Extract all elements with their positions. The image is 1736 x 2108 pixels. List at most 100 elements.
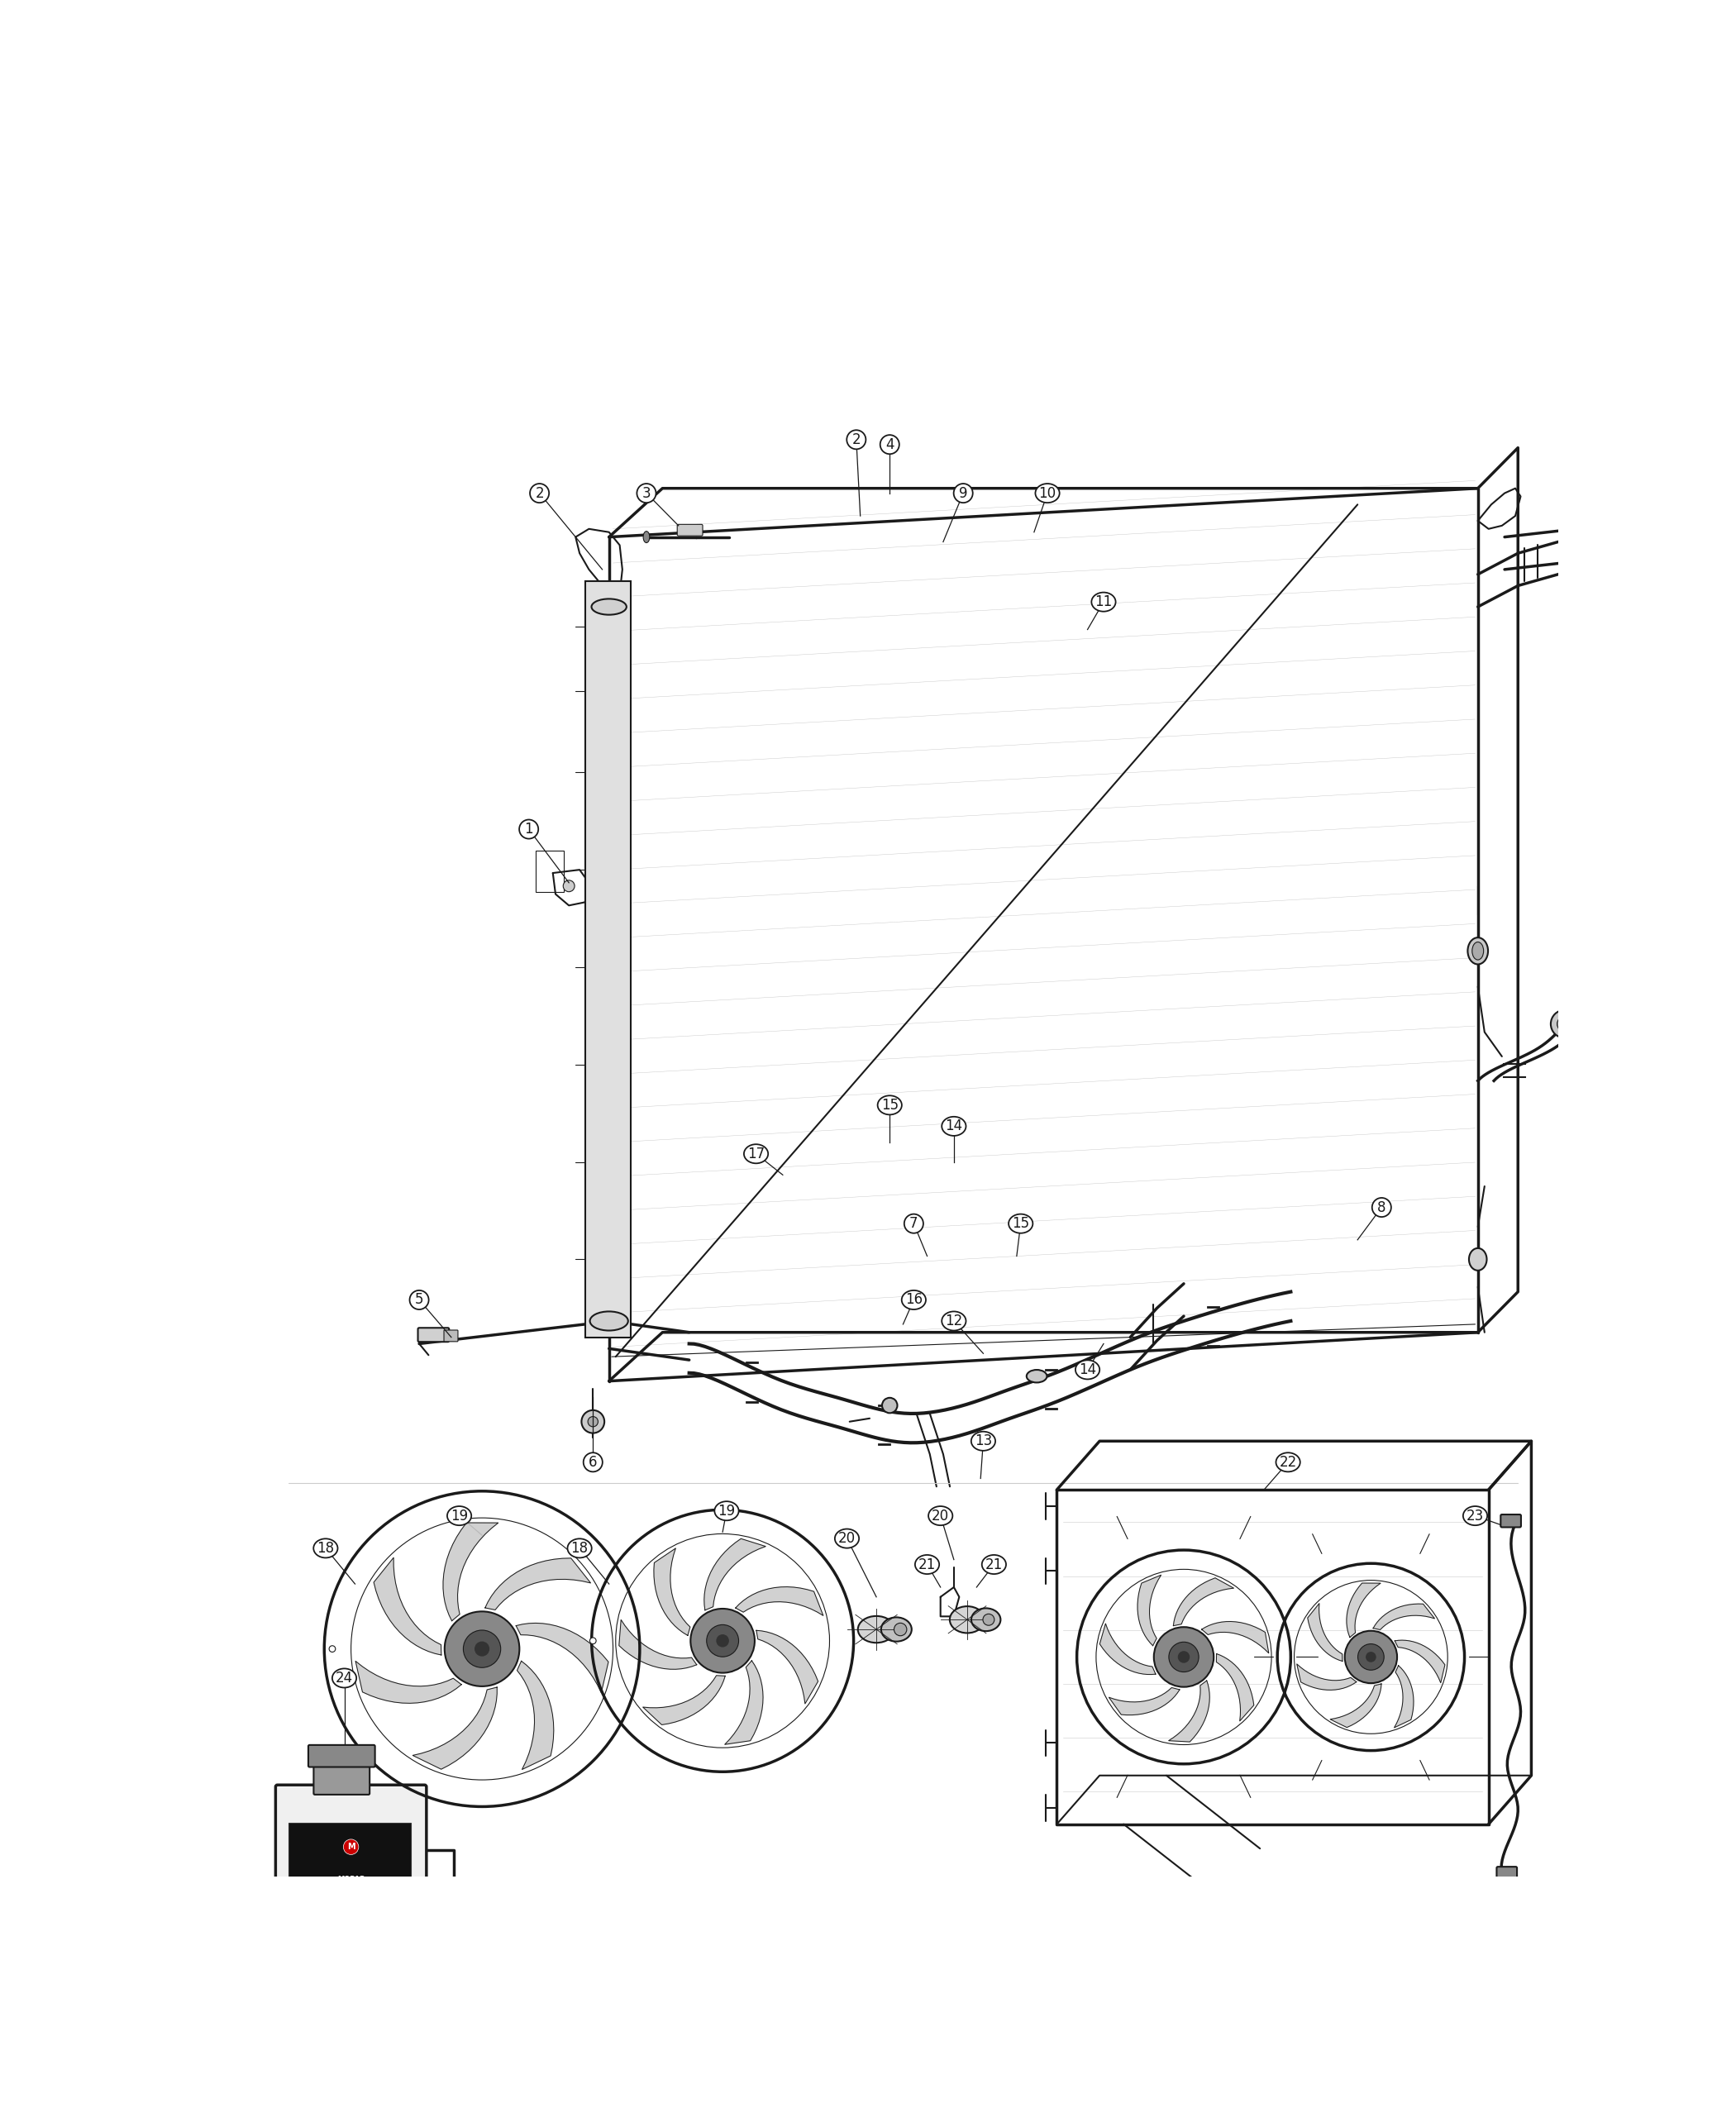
Ellipse shape bbox=[972, 1608, 1000, 1632]
FancyBboxPatch shape bbox=[418, 1328, 450, 1343]
Circle shape bbox=[1177, 1651, 1189, 1663]
Polygon shape bbox=[1297, 1663, 1356, 1691]
Text: 24: 24 bbox=[335, 1672, 352, 1686]
Ellipse shape bbox=[644, 531, 649, 542]
Polygon shape bbox=[356, 1661, 462, 1703]
Text: 10: 10 bbox=[1038, 485, 1055, 500]
Ellipse shape bbox=[410, 1290, 429, 1309]
Polygon shape bbox=[1109, 1689, 1180, 1716]
Circle shape bbox=[1557, 1016, 1573, 1031]
Polygon shape bbox=[484, 1558, 590, 1611]
Ellipse shape bbox=[983, 1556, 1007, 1575]
Polygon shape bbox=[413, 1686, 496, 1769]
Text: 16: 16 bbox=[904, 1292, 922, 1307]
Text: 14: 14 bbox=[1078, 1362, 1095, 1377]
Ellipse shape bbox=[941, 1311, 965, 1330]
FancyBboxPatch shape bbox=[677, 525, 703, 535]
Text: 14: 14 bbox=[944, 1119, 962, 1134]
Circle shape bbox=[707, 1625, 738, 1657]
Ellipse shape bbox=[1469, 1248, 1486, 1271]
Polygon shape bbox=[724, 1661, 764, 1745]
Ellipse shape bbox=[941, 1117, 965, 1136]
Ellipse shape bbox=[583, 1452, 602, 1471]
Polygon shape bbox=[1347, 1583, 1380, 1638]
Text: 18: 18 bbox=[318, 1541, 335, 1556]
Text: 17: 17 bbox=[746, 1147, 766, 1162]
Circle shape bbox=[1345, 1632, 1397, 1682]
Ellipse shape bbox=[950, 1606, 984, 1634]
FancyBboxPatch shape bbox=[314, 1756, 370, 1794]
Circle shape bbox=[590, 1638, 595, 1644]
Ellipse shape bbox=[858, 1617, 894, 1642]
Circle shape bbox=[894, 1623, 906, 1636]
Ellipse shape bbox=[1026, 1370, 1047, 1383]
Circle shape bbox=[464, 1629, 500, 1667]
Text: 10 YR PREMIXED: 10 YR PREMIXED bbox=[330, 1906, 373, 1910]
Text: 22: 22 bbox=[1279, 1455, 1297, 1469]
Circle shape bbox=[1550, 1010, 1578, 1037]
Polygon shape bbox=[757, 1629, 818, 1703]
Polygon shape bbox=[1394, 1640, 1444, 1682]
Ellipse shape bbox=[929, 1507, 953, 1526]
Circle shape bbox=[691, 1608, 755, 1674]
Circle shape bbox=[882, 1398, 898, 1412]
Circle shape bbox=[717, 1634, 729, 1646]
Ellipse shape bbox=[835, 1528, 859, 1547]
Ellipse shape bbox=[882, 1617, 911, 1642]
Ellipse shape bbox=[1075, 1360, 1099, 1379]
Ellipse shape bbox=[1009, 1214, 1033, 1233]
Ellipse shape bbox=[904, 1214, 924, 1233]
FancyBboxPatch shape bbox=[1500, 1514, 1521, 1526]
FancyBboxPatch shape bbox=[276, 1785, 427, 2041]
Ellipse shape bbox=[1035, 483, 1059, 502]
Polygon shape bbox=[736, 1587, 823, 1615]
Text: MOPAR: MOPAR bbox=[344, 1996, 359, 2000]
Ellipse shape bbox=[878, 1096, 901, 1115]
Ellipse shape bbox=[519, 820, 538, 839]
Text: 7: 7 bbox=[910, 1216, 918, 1231]
Ellipse shape bbox=[880, 434, 899, 453]
Ellipse shape bbox=[1371, 1197, 1391, 1216]
Polygon shape bbox=[1394, 1665, 1413, 1729]
Text: 19: 19 bbox=[451, 1509, 469, 1524]
Text: 13: 13 bbox=[974, 1433, 991, 1448]
Polygon shape bbox=[517, 1661, 554, 1769]
Ellipse shape bbox=[970, 1431, 995, 1450]
Text: 4: 4 bbox=[885, 436, 894, 451]
Circle shape bbox=[562, 881, 575, 892]
Circle shape bbox=[1366, 1653, 1377, 1663]
Text: 5: 5 bbox=[415, 1292, 424, 1307]
Circle shape bbox=[582, 1410, 604, 1433]
Polygon shape bbox=[1307, 1604, 1342, 1661]
Ellipse shape bbox=[1463, 1507, 1488, 1526]
FancyBboxPatch shape bbox=[585, 582, 630, 1336]
Text: DO NOT MIX WITH WATER: DO NOT MIX WITH WATER bbox=[321, 1977, 380, 1979]
Ellipse shape bbox=[314, 1539, 339, 1558]
Text: 1: 1 bbox=[524, 822, 533, 837]
Polygon shape bbox=[373, 1558, 441, 1655]
Ellipse shape bbox=[1467, 938, 1488, 963]
Text: 2: 2 bbox=[535, 485, 543, 500]
Circle shape bbox=[1154, 1627, 1213, 1686]
Polygon shape bbox=[642, 1676, 726, 1724]
Ellipse shape bbox=[953, 483, 972, 502]
FancyBboxPatch shape bbox=[309, 1745, 375, 1767]
Text: 8: 8 bbox=[1377, 1199, 1385, 1214]
Ellipse shape bbox=[529, 483, 549, 502]
Circle shape bbox=[330, 1646, 335, 1653]
Polygon shape bbox=[1373, 1604, 1434, 1629]
Ellipse shape bbox=[715, 1501, 740, 1520]
Ellipse shape bbox=[637, 483, 656, 502]
Polygon shape bbox=[620, 1619, 696, 1670]
Polygon shape bbox=[1168, 1680, 1210, 1741]
Circle shape bbox=[983, 1615, 995, 1625]
Text: 6: 6 bbox=[589, 1455, 597, 1469]
Text: 9: 9 bbox=[958, 485, 967, 500]
Ellipse shape bbox=[915, 1556, 939, 1575]
Polygon shape bbox=[1137, 1575, 1161, 1646]
Text: ANTIFREEZE / COOLANT: ANTIFREEZE / COOLANT bbox=[321, 1927, 382, 1931]
Text: 3: 3 bbox=[642, 485, 651, 500]
Circle shape bbox=[444, 1611, 519, 1686]
Circle shape bbox=[344, 1840, 359, 1855]
Text: 2: 2 bbox=[852, 432, 861, 447]
